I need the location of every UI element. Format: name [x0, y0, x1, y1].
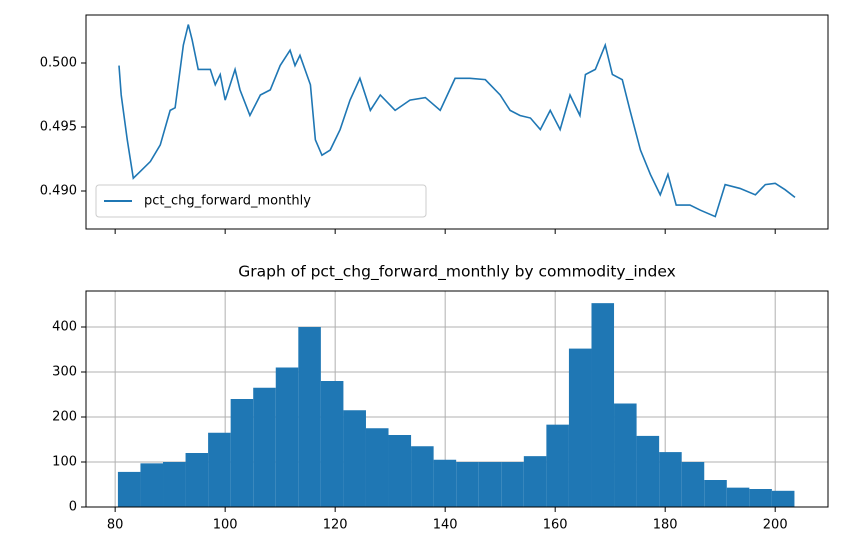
- bar: [681, 462, 705, 507]
- bar: [501, 462, 524, 507]
- x-tick-label: 160: [543, 518, 568, 533]
- x-tick-label: 100: [213, 518, 238, 533]
- x-tick-label: 200: [763, 518, 788, 533]
- bar: [546, 424, 569, 507]
- bar: [185, 453, 209, 507]
- bar: [591, 303, 615, 507]
- bar: [163, 462, 186, 507]
- chart-title: Graph of pct_chg_forward_monthly by comm…: [238, 263, 676, 282]
- bar: [433, 459, 457, 507]
- bar: [253, 387, 276, 507]
- bar: [749, 489, 772, 507]
- x-tick-label: 120: [323, 518, 348, 533]
- y-tick-label: 200: [52, 410, 77, 425]
- bar: [230, 399, 254, 507]
- bar: [343, 410, 366, 507]
- y-tick-label: 100: [52, 455, 77, 470]
- bar: [636, 435, 660, 507]
- y-tick-label: 0: [69, 500, 77, 515]
- x-tick-label: 180: [653, 518, 678, 533]
- legend-box: [95, 184, 427, 218]
- bar: [704, 480, 727, 507]
- bar: [614, 403, 637, 507]
- axes-frame: [85, 290, 829, 508]
- bar: [568, 348, 592, 507]
- y-tick-label: 0.495: [40, 119, 77, 134]
- bar: [456, 462, 479, 507]
- bar: [320, 381, 344, 507]
- bar: [365, 428, 389, 507]
- legend-label: pct_chg_forward_monthly: [144, 194, 311, 209]
- bar: [771, 490, 795, 507]
- y-tick-label: 400: [52, 320, 77, 335]
- axes-frame: [85, 14, 829, 230]
- line: [118, 24, 796, 218]
- bar: [523, 456, 547, 507]
- bar: [298, 327, 321, 507]
- x-tick-label: 80: [107, 518, 124, 533]
- bar: [275, 367, 299, 507]
- y-tick-label: 300: [52, 365, 77, 380]
- y-tick-label: 0.490: [40, 183, 77, 198]
- bar: [478, 462, 502, 507]
- y-tick-label: 0.500: [40, 55, 77, 70]
- bar: [659, 452, 682, 507]
- bar: [411, 446, 434, 507]
- x-tick-label: 140: [433, 518, 458, 533]
- bar: [140, 463, 164, 507]
- bar: [208, 432, 231, 507]
- bar: [726, 487, 750, 507]
- bar: [117, 471, 141, 507]
- bar: [388, 435, 412, 507]
